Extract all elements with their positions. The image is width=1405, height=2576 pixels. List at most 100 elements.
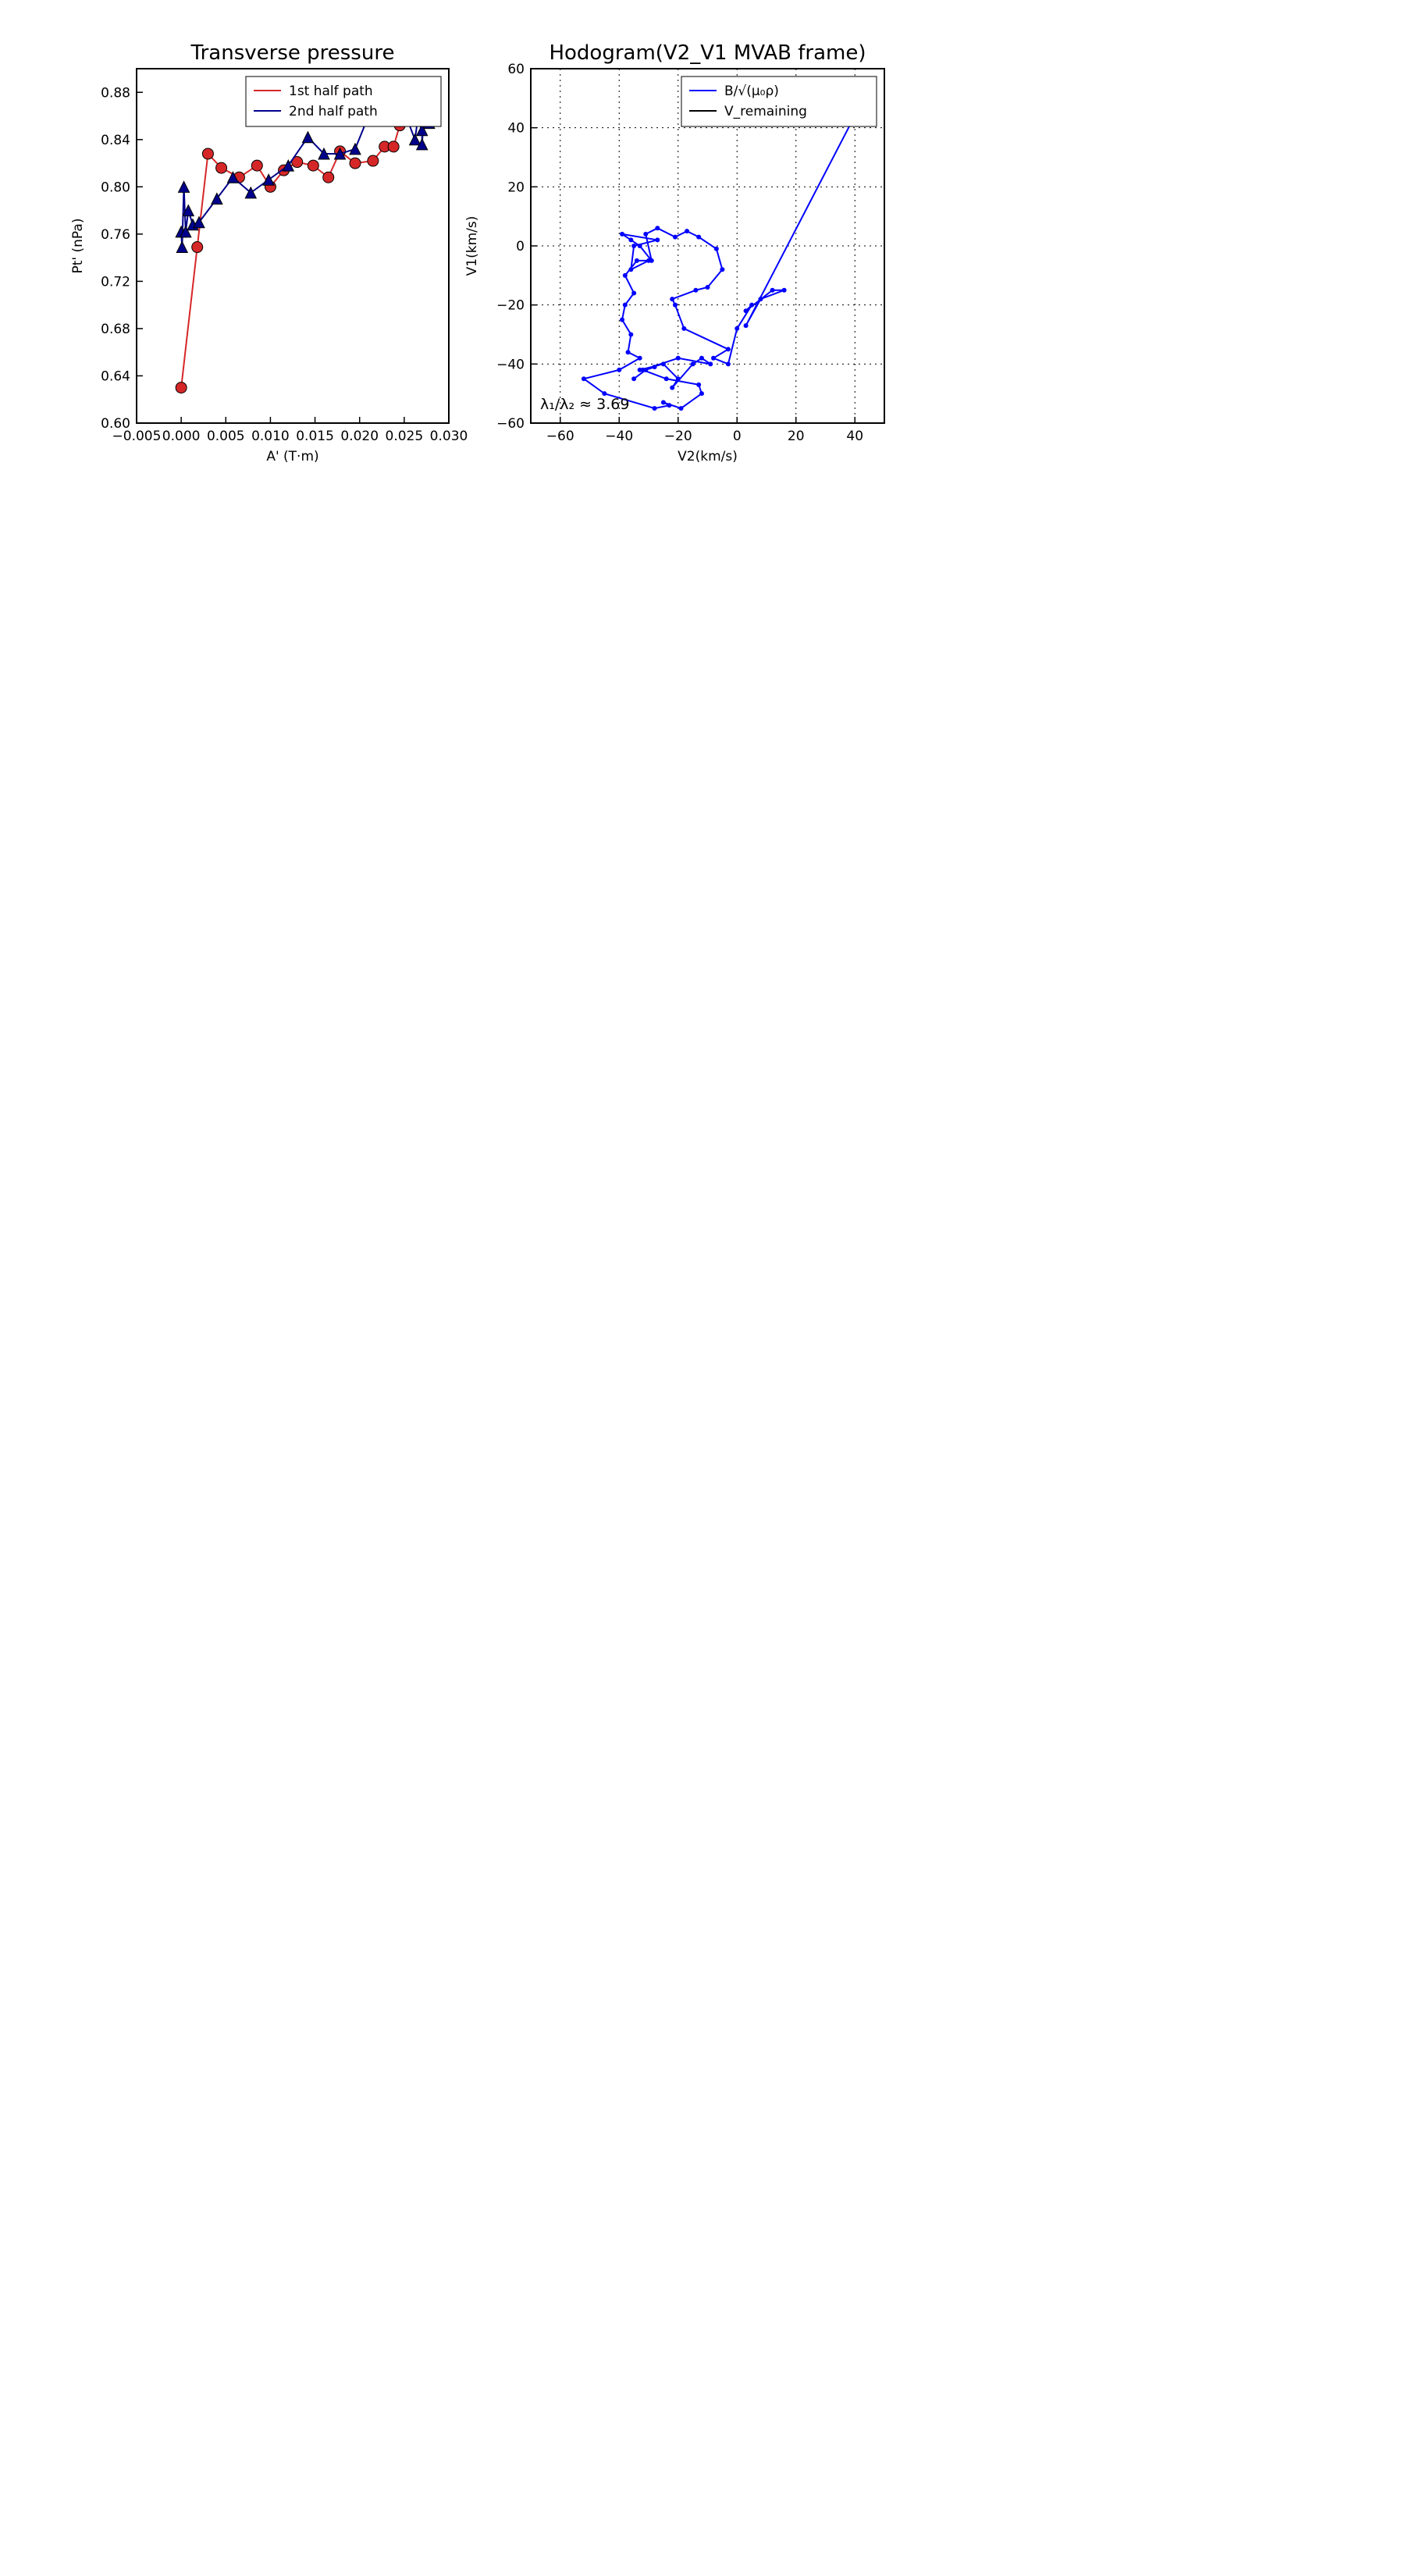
y-axis-label: Pt' (nPa) <box>70 219 86 274</box>
data-point <box>652 365 657 370</box>
x-axis-label: V2(km/s) <box>678 449 738 464</box>
data-point <box>670 297 675 302</box>
data-point <box>193 215 205 229</box>
data-point <box>215 162 228 174</box>
data-point <box>667 403 672 408</box>
legend-box <box>245 76 442 127</box>
chart-title: Transverse pressure <box>190 41 395 65</box>
data-point <box>743 308 749 314</box>
data-point <box>177 180 190 193</box>
chart-pt: Transverse pressure −0.005 0.000 0.005 0.010… <box>70 41 468 464</box>
data-point <box>415 137 429 151</box>
data-point <box>725 361 731 367</box>
data-point <box>634 258 639 263</box>
data-point <box>711 355 717 361</box>
x-tick-label: 0 <box>733 429 742 444</box>
data-point <box>307 159 319 172</box>
series-line <box>180 112 432 247</box>
data-point <box>708 361 713 367</box>
data-point <box>631 244 637 248</box>
x-tick-label: −0.005 <box>112 429 162 444</box>
data-point <box>637 355 642 361</box>
x-tick-label: 0.010 <box>251 429 290 444</box>
series-line <box>180 89 412 388</box>
data-point <box>322 171 335 183</box>
data-point <box>720 267 725 272</box>
data-point <box>660 361 666 367</box>
data-point <box>675 355 681 361</box>
data-point <box>675 376 681 382</box>
data-point <box>318 147 330 160</box>
y-tick-label: 60 <box>507 62 525 77</box>
data-point <box>282 158 295 172</box>
data-point <box>672 302 678 308</box>
y-tick-label: 40 <box>507 121 525 137</box>
data-point <box>705 284 710 290</box>
data-point <box>625 350 631 355</box>
y-axis-label: V1(km/s) <box>464 216 480 276</box>
x-tick-label: 40 <box>846 429 863 444</box>
data-point <box>333 147 347 160</box>
data-point <box>758 297 763 302</box>
x-tick-label: 20 <box>788 429 805 444</box>
x-tick-label: 0.005 <box>207 429 245 444</box>
y-tick-label: 0.84 <box>101 133 130 148</box>
data-point <box>743 323 749 329</box>
data-point <box>301 130 315 144</box>
y-tick-label: 0.60 <box>101 416 130 432</box>
y-tick-label: 0.72 <box>101 274 130 290</box>
data-point <box>681 326 687 331</box>
y-tick-label: 0.76 <box>101 227 130 243</box>
chart-title: Hodogram(V2_V1 MVAB frame) <box>549 41 866 65</box>
data-point <box>211 192 223 205</box>
ratio-annotation: λ₁/λ₂ ≈ 3.69 <box>540 396 629 413</box>
data-point <box>770 287 775 293</box>
data-point <box>191 241 204 254</box>
data-point <box>643 231 649 237</box>
x-tick-label: 0.025 <box>386 429 424 444</box>
data-point <box>693 287 699 293</box>
data-point <box>622 302 628 308</box>
data-point <box>175 382 187 394</box>
y-tick-label: 0 <box>516 239 525 254</box>
x-tick-label: −60 <box>546 429 574 444</box>
data-point <box>620 231 625 237</box>
legend-entry: 1st half path <box>289 84 373 99</box>
data-point <box>349 142 361 155</box>
data-point <box>182 204 195 217</box>
x-tick-label: 0.030 <box>430 429 468 444</box>
data-point <box>244 186 258 199</box>
data-point <box>655 226 660 231</box>
data-point <box>699 355 704 361</box>
data-point <box>628 267 634 272</box>
data-point <box>649 258 654 263</box>
x-tick-label: −40 <box>605 429 633 444</box>
data-point <box>672 234 678 240</box>
data-point <box>349 157 361 169</box>
data-point <box>617 367 622 372</box>
y-tick-label: 0.64 <box>101 368 130 384</box>
data-point <box>291 156 304 169</box>
data-point <box>663 376 669 382</box>
y-tick-label: −60 <box>496 416 525 432</box>
y-tick-label: 0.80 <box>101 180 130 195</box>
y-tick-label: 0.68 <box>101 322 130 337</box>
legend-entry: B/√(μ₀ρ) <box>724 84 779 99</box>
data-point <box>622 272 628 278</box>
data-point <box>602 391 607 397</box>
data-point <box>176 240 189 254</box>
data-point <box>581 376 586 382</box>
y-tick-label: −40 <box>496 357 525 372</box>
data-point <box>631 376 637 382</box>
data-point <box>262 173 275 186</box>
data-point <box>640 367 646 372</box>
plot-frame <box>136 68 450 424</box>
legend-entry: V_remaining <box>724 104 807 119</box>
data-point <box>652 406 657 411</box>
data-point <box>713 246 719 251</box>
y-tick-label: 20 <box>507 180 525 195</box>
y-tick-label: −20 <box>496 298 525 314</box>
data-point <box>628 237 634 243</box>
data-point <box>408 133 422 146</box>
